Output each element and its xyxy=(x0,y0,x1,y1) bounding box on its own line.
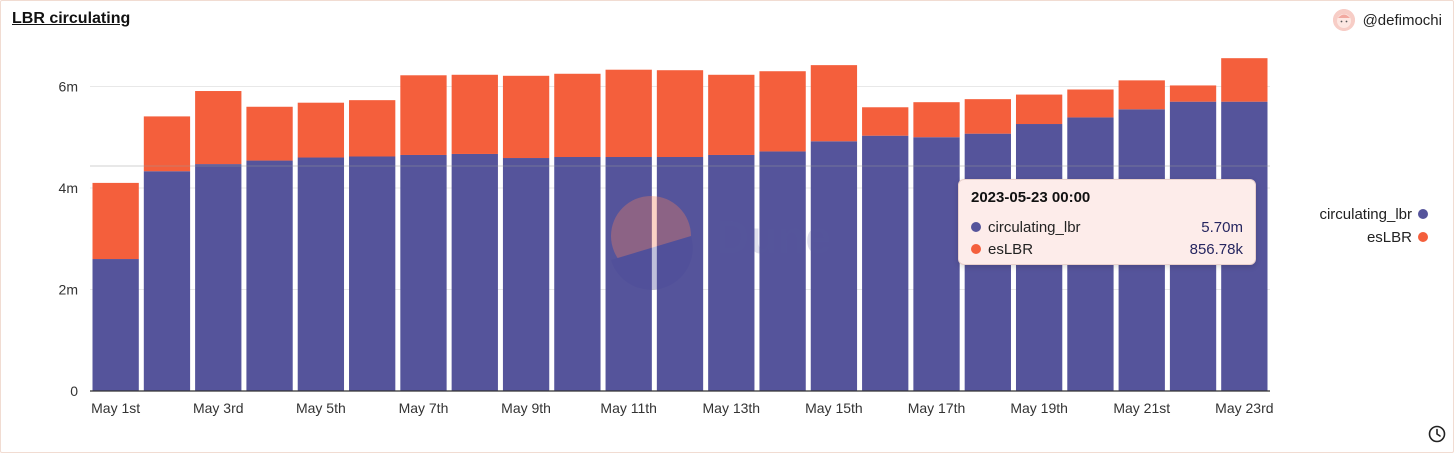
bar-eslbr xyxy=(605,69,652,158)
legend-dot xyxy=(1418,209,1428,219)
y-tick-label: 6m xyxy=(59,78,78,94)
bar-eslbr xyxy=(1169,85,1217,102)
x-tick-label: May 15th xyxy=(805,400,863,416)
tooltip-series-name: circulating_lbr xyxy=(988,218,1081,236)
bar-circulating-lbr xyxy=(451,153,498,391)
dune-watermark xyxy=(611,196,693,290)
bar-circulating-lbr xyxy=(143,171,191,391)
tooltip-series-value: 5.70m xyxy=(1201,218,1243,236)
bar-circulating-lbr xyxy=(246,160,293,391)
bar-circulating-lbr xyxy=(913,137,960,391)
x-tick-label: May 9th xyxy=(501,400,551,416)
bar-circulating-lbr xyxy=(400,154,447,391)
bar-eslbr xyxy=(195,91,242,165)
bar-eslbr xyxy=(92,182,139,260)
bar-eslbr xyxy=(246,106,293,161)
bar-eslbr xyxy=(400,75,447,155)
tooltip-series-value: 856.78k xyxy=(1189,240,1243,258)
bar-circulating-lbr xyxy=(502,158,550,391)
tooltip-row-circulating: circulating_lbr 5.70m xyxy=(971,216,1243,238)
bar-eslbr xyxy=(1221,58,1268,102)
watermark-logo-icon xyxy=(611,196,691,276)
x-tick-label: May 21st xyxy=(1113,400,1170,416)
bar-eslbr xyxy=(349,100,396,157)
bar-circulating-lbr xyxy=(759,151,806,391)
bar-eslbr xyxy=(1067,89,1114,118)
tooltip-series-name: esLBR xyxy=(988,240,1034,258)
tooltip-dot-circulating xyxy=(971,222,981,232)
x-tick-label: May 7th xyxy=(399,400,449,416)
bar-eslbr xyxy=(810,65,858,142)
bar-eslbr xyxy=(862,107,909,136)
bar-eslbr xyxy=(1015,94,1063,125)
bar-eslbr xyxy=(964,99,1011,134)
bar-eslbr xyxy=(656,70,704,158)
tooltip-dot-eslbr xyxy=(971,244,981,254)
x-tick-label: May 13th xyxy=(703,400,761,416)
bar-circulating-lbr xyxy=(656,157,704,391)
bar-eslbr xyxy=(143,116,191,172)
clock-icon[interactable] xyxy=(1428,425,1446,443)
tooltip-title: 2023-05-23 00:00 xyxy=(971,189,1091,206)
legend-label: circulating_lbr xyxy=(1319,206,1412,223)
bar-eslbr xyxy=(554,73,601,158)
tooltip-row-eslbr: esLBR 856.78k xyxy=(971,238,1243,260)
bar-eslbr xyxy=(1118,80,1165,110)
watermark-logo-half xyxy=(611,236,693,290)
bar-eslbr xyxy=(759,71,806,152)
watermark-text: Dune xyxy=(716,211,831,263)
bar-circulating-lbr xyxy=(605,157,652,391)
bar-eslbr xyxy=(451,74,498,154)
y-tick-label: 0 xyxy=(70,383,78,399)
bar-eslbr xyxy=(502,75,550,159)
author-name: @defimochi xyxy=(1362,11,1442,29)
tooltip: 2023-05-23 00:00 circulating_lbr 5.70m e… xyxy=(958,179,1256,265)
chart-title[interactable]: LBR circulating xyxy=(12,10,131,27)
y-tick-label: 2m xyxy=(59,281,78,297)
y-tick-label: 4m xyxy=(59,180,78,196)
bar-circulating-lbr xyxy=(92,259,139,391)
bar-circulating-lbr xyxy=(708,154,755,391)
bar-circulating-lbr xyxy=(862,135,909,391)
x-tick-label: May 11th xyxy=(600,400,657,416)
bar-eslbr xyxy=(297,102,345,158)
author-link[interactable]: @defimochi xyxy=(1332,8,1442,32)
x-tick-label: May 17th xyxy=(908,400,966,416)
x-tick-label: May 1st xyxy=(91,400,140,416)
x-tick-label: May 3rd xyxy=(193,400,244,416)
bar-circulating-lbr xyxy=(297,157,345,391)
x-tick-label: May 23rd xyxy=(1215,400,1273,416)
x-tick-label: May 19th xyxy=(1010,400,1068,416)
bar-circulating-lbr xyxy=(195,164,242,391)
legend-dot xyxy=(1418,232,1428,242)
bar-circulating-lbr xyxy=(349,156,396,391)
bar-circulating-lbr xyxy=(810,141,858,391)
x-tick-label: May 5th xyxy=(296,400,346,416)
bar-circulating-lbr xyxy=(554,157,601,391)
legend-label: esLBR xyxy=(1367,229,1412,246)
avatar-icon xyxy=(1332,9,1355,31)
bar-eslbr xyxy=(708,74,755,155)
bar-eslbr xyxy=(913,102,960,138)
